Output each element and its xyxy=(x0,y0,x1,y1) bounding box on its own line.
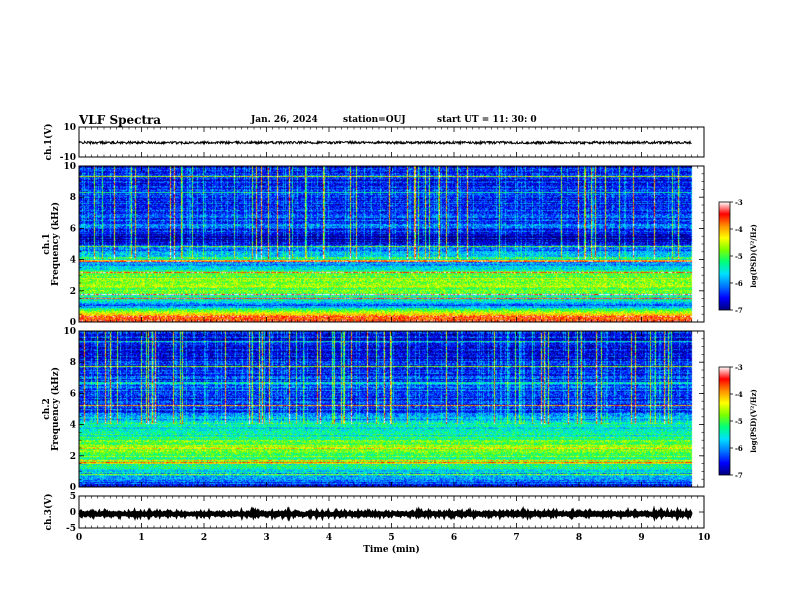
y-tick-label: 2 xyxy=(70,287,76,297)
x-tick-label: 9 xyxy=(638,533,644,543)
y-axis-label: ch.1 xyxy=(42,233,52,254)
x-tick-label: 7 xyxy=(513,533,519,543)
colorbar-tick-label: -4 xyxy=(735,225,743,234)
y-tick-label: 10 xyxy=(63,327,76,337)
x-tick-label: 5 xyxy=(388,533,394,543)
y-tick-label: 10 xyxy=(63,162,76,172)
y-axis-label: ch.2 xyxy=(42,398,52,419)
y-tick-label: -5 xyxy=(66,524,76,534)
colorbar-tick-label: -7 xyxy=(735,471,743,480)
x-tick-label: 0 xyxy=(76,533,82,543)
y-tick-label: 4 xyxy=(70,421,76,431)
figure-title: VLF Spectra xyxy=(79,113,162,127)
y-tick-label: 10 xyxy=(63,123,76,133)
colorbar-label: log(PSD)(V²/Hz) xyxy=(749,389,758,453)
x-tick-label: 10 xyxy=(698,533,711,543)
y-tick-label: 0 xyxy=(70,318,76,328)
colorbar-tick-label: -6 xyxy=(735,279,743,288)
colorbar-tick-label: -5 xyxy=(735,252,743,261)
x-tick-label: 3 xyxy=(263,533,269,543)
ch2-spectrogram-colorbar xyxy=(718,366,731,476)
y-tick-label: 5 xyxy=(70,492,76,502)
y-tick-label: 0 xyxy=(70,508,76,518)
start-time-label: start UT = 11: 30: 0 xyxy=(437,115,537,125)
y-tick-label: 2 xyxy=(70,452,76,462)
ch2-spectrogram-heatmap-image xyxy=(79,331,704,487)
colorbar-tick-label: -5 xyxy=(735,417,743,426)
y-tick-label: 8 xyxy=(70,193,76,203)
x-tick-label: 1 xyxy=(138,533,144,543)
colorbar-tick-label: -7 xyxy=(735,306,743,315)
x-tick-label: 6 xyxy=(451,533,457,543)
ch1-spectrogram-colorbar xyxy=(718,201,731,311)
station-label: station=OUJ xyxy=(343,115,406,125)
colorbar-tick-label: -6 xyxy=(735,444,743,453)
y-tick-label: 6 xyxy=(70,389,76,399)
ch1-waveform-trace xyxy=(78,139,692,146)
y-axis-label: Frequency (kHz) xyxy=(50,367,61,451)
ch1-spectrogram-heatmap-image xyxy=(79,166,704,322)
y-tick-label: 4 xyxy=(70,256,76,266)
y-axis-label: Frequency (kHz) xyxy=(50,202,61,286)
colorbar-label: log(PSD)(V²/Hz) xyxy=(749,224,758,288)
y-axis-label: ch.1(V) xyxy=(43,124,54,161)
x-axis-label: Time (min) xyxy=(363,544,420,555)
x-tick-label: 2 xyxy=(201,533,207,543)
colorbar-tick-label: -3 xyxy=(735,198,743,207)
y-tick-label: 0 xyxy=(70,483,76,493)
y-tick-label: 8 xyxy=(70,358,76,368)
x-tick-label: 4 xyxy=(326,533,332,543)
x-tick-label: 8 xyxy=(576,533,582,543)
y-tick-label: -10 xyxy=(60,153,76,163)
y-tick-label: 6 xyxy=(70,224,76,234)
colorbar-tick-label: -4 xyxy=(735,390,743,399)
ch3-waveform-trace xyxy=(78,505,693,522)
date-label: Jan. 26, 2024 xyxy=(251,115,318,125)
y-axis-label: ch.3(V) xyxy=(43,494,54,531)
colorbar-tick-label: -3 xyxy=(735,363,743,372)
